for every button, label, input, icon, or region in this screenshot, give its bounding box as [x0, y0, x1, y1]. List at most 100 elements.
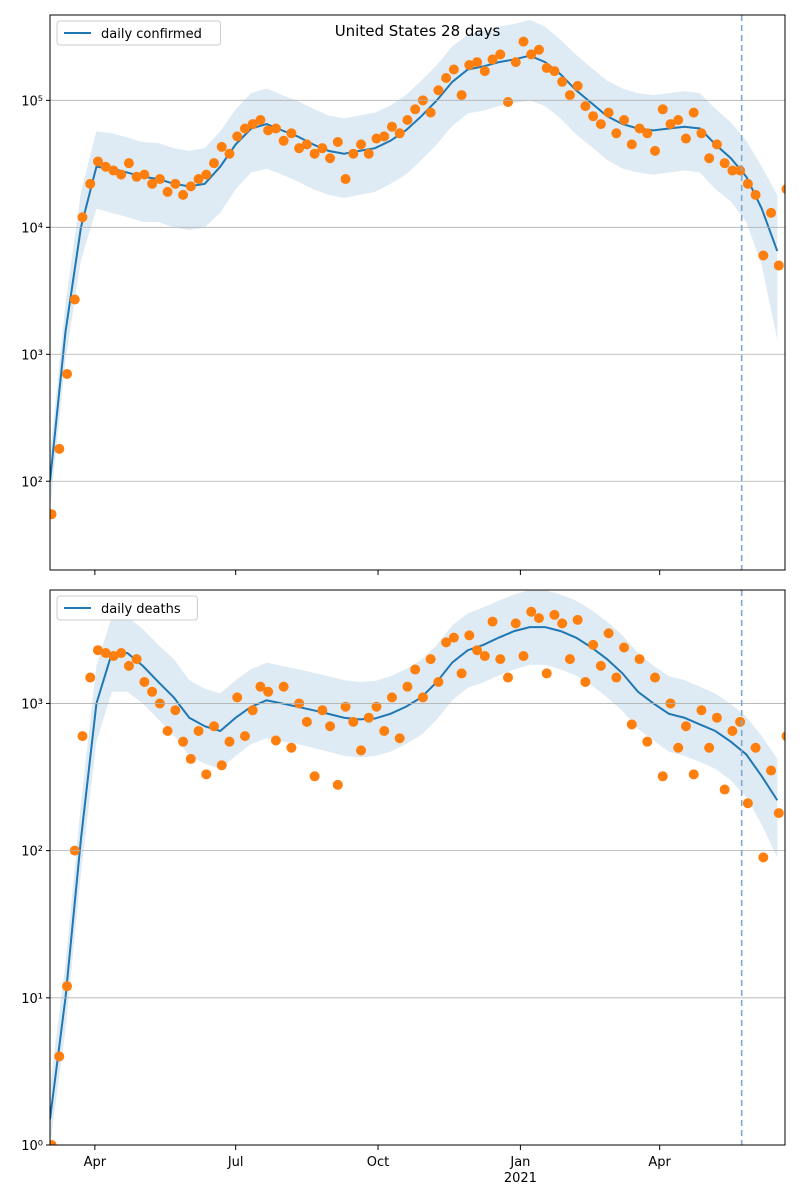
data-point: [464, 59, 475, 70]
data-point: [533, 613, 544, 624]
data-point: [232, 131, 243, 142]
data-point: [247, 705, 258, 716]
data-point: [580, 101, 591, 112]
data-point: [742, 798, 753, 809]
data-point: [711, 139, 722, 150]
data-point: [487, 54, 498, 65]
x-tick-label: Apr: [84, 1155, 107, 1170]
x-tick-label: Jul: [227, 1155, 244, 1170]
data-point: [100, 648, 111, 659]
data-point: [611, 128, 622, 139]
data-point: [595, 660, 606, 671]
data-point: [704, 153, 715, 164]
data-point: [270, 735, 281, 746]
data-point: [549, 609, 560, 620]
data-point: [270, 123, 281, 134]
data-point: [766, 207, 777, 218]
plot-area: [50, 19, 785, 520]
data-point: [634, 123, 645, 134]
data-point: [673, 115, 684, 126]
data-point: [232, 692, 243, 703]
data-point: [216, 760, 227, 771]
data-point: [572, 614, 583, 625]
data-point: [464, 630, 475, 641]
data-point: [479, 651, 490, 662]
data-point: [100, 161, 111, 172]
data-point: [50, 509, 57, 520]
data-point: [503, 97, 514, 108]
x-tick-label: Oct: [367, 1155, 389, 1170]
data-point: [379, 131, 390, 142]
data-point: [758, 250, 769, 261]
data-point: [472, 57, 483, 68]
data-point: [564, 90, 575, 101]
data-point: [332, 779, 343, 790]
data-point: [255, 681, 266, 692]
trend-line: [50, 626, 779, 1120]
legend-box: [56, 595, 198, 621]
data-point: [340, 174, 351, 185]
data-point: [425, 107, 436, 118]
data-point: [572, 80, 583, 91]
data-point: [441, 72, 452, 83]
data-point: [162, 186, 173, 197]
data-point: [185, 753, 196, 764]
data-point: [62, 368, 73, 379]
data-point: [580, 676, 591, 687]
data-point: [239, 731, 250, 742]
data-point: [727, 725, 738, 736]
data-point: [781, 184, 785, 194]
axes-frame: [49, 589, 786, 1146]
data-point: [479, 66, 490, 77]
data-point: [603, 107, 614, 118]
data-point: [69, 294, 80, 305]
data-point: [603, 628, 614, 639]
data-point: [185, 181, 196, 192]
data-point: [209, 158, 220, 169]
data-point: [719, 158, 730, 169]
data-point: [139, 676, 150, 687]
data-point: [642, 736, 653, 747]
data-point: [348, 148, 359, 159]
data-point: [170, 178, 181, 189]
data-point: [294, 143, 305, 154]
data-point: [410, 104, 421, 115]
data-point: [108, 651, 119, 662]
data-point: [619, 115, 630, 126]
data-point: [417, 692, 428, 703]
data-point: [750, 189, 761, 200]
data-point: [54, 1051, 65, 1062]
data-point: [425, 654, 436, 665]
data-point: [170, 705, 181, 716]
data-point: [626, 139, 637, 150]
data-point: [781, 731, 785, 741]
data-point: [278, 681, 289, 692]
data-point: [309, 771, 320, 782]
axes-frame: [49, 14, 786, 571]
data-point: [162, 725, 173, 736]
data-point: [386, 692, 397, 703]
data-point: [719, 784, 730, 795]
data-point: [116, 169, 127, 180]
data-point: [286, 742, 297, 753]
data-point: [510, 618, 521, 629]
data-point: [518, 36, 529, 47]
data-point: [255, 115, 266, 126]
x-tick-label: Apr: [648, 1155, 671, 1170]
data-point: [704, 742, 715, 753]
data-point: [386, 121, 397, 132]
x-tick-label: Jan 2021: [504, 1155, 537, 1186]
data-point: [348, 716, 359, 727]
y-tick-label: 10³: [21, 697, 43, 712]
data-point: [178, 736, 189, 747]
data-point: [317, 705, 328, 716]
data-point: [340, 701, 351, 712]
confidence-band: [50, 590, 778, 1145]
data-point: [85, 672, 96, 683]
data-point: [688, 107, 699, 118]
data-point: [773, 260, 784, 271]
data-point: [116, 648, 127, 659]
data-point: [371, 133, 382, 144]
data-point: [85, 178, 96, 189]
